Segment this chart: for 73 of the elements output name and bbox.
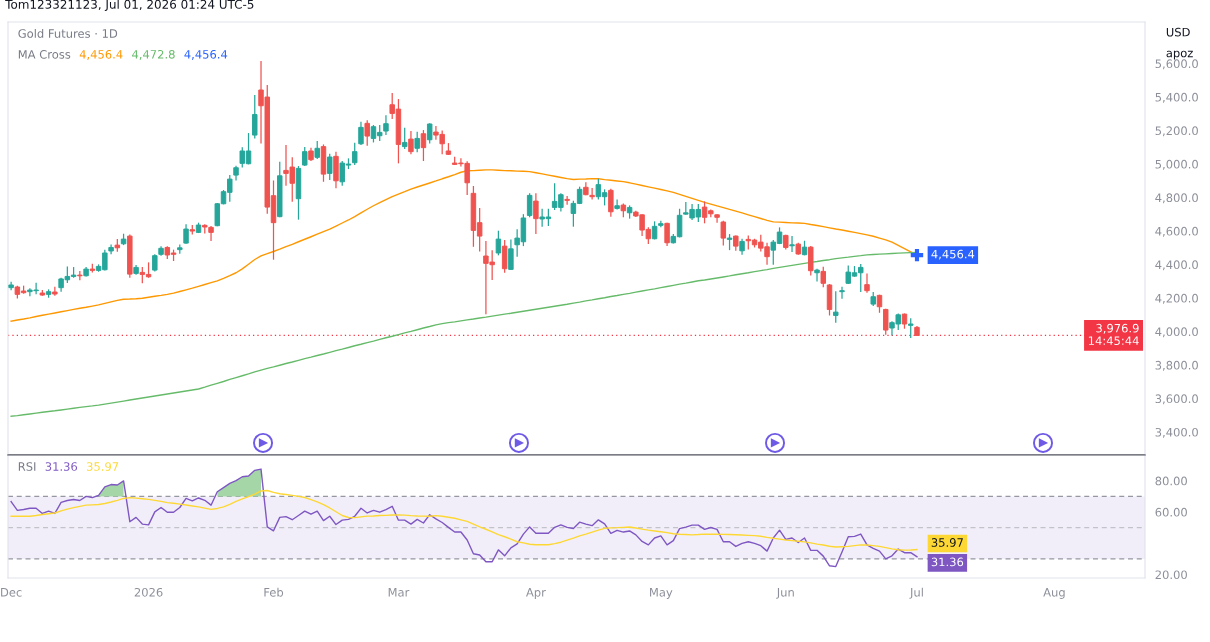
ref-line-label: 3,976.9 14:45:44 (1088, 323, 1139, 345)
chart-subtitle: Gold Futures · 1D (18, 28, 118, 38)
data-label: 4,456.4 (931, 249, 975, 260)
x-tick-label: 2026 (134, 587, 163, 597)
y-tick-label: 5,400.0 (1155, 92, 1198, 103)
candlestick (351, 142, 358, 166)
candlestick (420, 129, 427, 162)
y-tick-label: 4,000.0 (1155, 327, 1198, 338)
y-tick-label: 5,200.0 (1155, 126, 1198, 137)
text: 4,456.4 (184, 49, 228, 60)
candlestick (501, 239, 508, 274)
candlestick (907, 317, 914, 339)
candlestick (720, 220, 727, 247)
x-tick-label: Apr (526, 588, 546, 599)
candlestick (326, 153, 333, 181)
y-tick-label: 3,800.0 (1155, 360, 1198, 371)
candlestick (833, 290, 839, 324)
candlestick (383, 114, 389, 136)
legend-title: RSI (18, 462, 36, 471)
y-tick-label: 5,000.0 (1155, 159, 1198, 170)
candlestick (789, 235, 795, 253)
candlestick (358, 121, 364, 146)
candlestick (589, 187, 595, 201)
x-tick-label: Dec (1, 588, 22, 597)
y-tick-label: 3,400.0 (1155, 427, 1198, 438)
text: 4,472.8 (132, 49, 175, 60)
y-tick-label: 80.00 (1155, 476, 1187, 486)
y-tick-label: 5,600.0 (1155, 59, 1198, 70)
candlestick (883, 308, 889, 336)
y-tick-label: 20.00 (1155, 570, 1187, 580)
text: USD (1166, 27, 1190, 37)
y-tick-label: 4,800.0 (1155, 193, 1198, 204)
text: apoz (1166, 50, 1193, 60)
y-tick-label: 4,600.0 (1155, 226, 1198, 237)
text: 31.36 (45, 462, 78, 471)
x-tick-label: Jul (909, 587, 923, 599)
candlestick (864, 272, 870, 294)
candlestick (608, 188, 614, 218)
candlestick (508, 238, 514, 271)
candlestick (252, 94, 258, 140)
candlestick (401, 127, 408, 150)
candlestick (820, 266, 827, 288)
x-tick-label: Mar (388, 588, 410, 597)
candlestick (614, 198, 620, 211)
candlestick (183, 223, 189, 245)
candlestick (408, 130, 414, 155)
candlestick (526, 192, 533, 218)
x-tick-label: May (650, 588, 673, 599)
x-tick-label: Jun (776, 588, 794, 599)
y-tick-label: 4,400.0 (1155, 260, 1198, 271)
candlestick (533, 192, 539, 235)
y-tick-label: 3,600.0 (1155, 394, 1198, 405)
candlestick (839, 286, 845, 300)
x-tick-label: Aug (1043, 588, 1065, 599)
candlestick (495, 230, 502, 256)
candlestick (714, 213, 720, 224)
text: 35.97 (87, 462, 119, 471)
candlestick (564, 195, 570, 206)
y-tick-label: 60.00 (1155, 507, 1187, 517)
candlestick (414, 131, 420, 153)
y-tick-label: 4,200.0 (1155, 293, 1198, 304)
legend-title: MA Cross (18, 49, 71, 59)
data-label: 35.97 (931, 538, 963, 547)
candlestick (364, 119, 370, 147)
candlestick (52, 286, 58, 297)
candlestick (808, 245, 814, 277)
candlestick (426, 122, 433, 145)
data-label: 31.36 (931, 557, 964, 567)
line-series (10, 489, 918, 551)
chart-title: Tom123321123, Jul 01, 2026 01:24 UTC-5 (5, 0, 254, 12)
candlestick (814, 268, 820, 283)
text: 4,456.4 (79, 49, 123, 60)
x-tick-label: Feb (264, 587, 284, 597)
